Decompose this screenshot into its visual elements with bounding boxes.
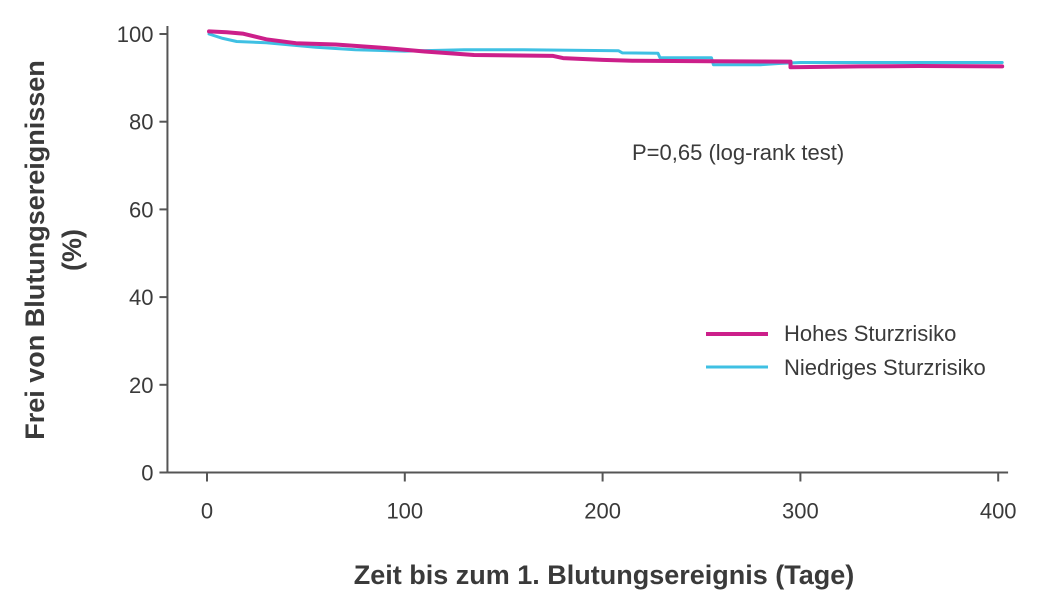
y-tick-label: 80 (129, 110, 153, 135)
series-line-niedriges-sturzrisiko (207, 32, 1004, 67)
x-tick-label: 200 (584, 499, 621, 524)
legend-label-niedriges: Niedriges Sturzrisiko (784, 355, 986, 380)
series-lines (207, 29, 1005, 70)
legend-label-hohes: Hohes Sturzrisiko (784, 321, 956, 346)
series-line-hohes-sturzrisiko (207, 29, 1005, 70)
y-tick-label: 100 (117, 22, 154, 47)
y-tick-label: 60 (129, 197, 153, 222)
y-axis-title-line1: Frei von Blutungsereignissen (20, 60, 50, 440)
y-axis-title-line2: (%) (57, 229, 87, 271)
y-tick-label: 40 (129, 285, 153, 310)
y-tick-label: 0 (141, 461, 153, 486)
legend: Hohes Sturzrisiko Niedriges Sturzrisiko (706, 321, 986, 380)
y-tick-label: 20 (129, 373, 153, 398)
p-value-annotation: P=0,65 (log-rank test) (632, 140, 844, 165)
x-tick-label: 300 (782, 499, 819, 524)
x-tick-label: 100 (386, 499, 423, 524)
axes (166, 26, 1009, 474)
x-axis-title: Zeit bis zum 1. Blutungsereignis (Tage) (354, 560, 855, 590)
x-tick-label: 0 (201, 499, 213, 524)
y-axis-title: Frei von Blutungsereignissen (%) (20, 60, 87, 440)
axis-ticks: 0 20 40 60 80 100 0 100 200 300 400 (117, 22, 1017, 524)
x-tick-label: 400 (980, 499, 1017, 524)
